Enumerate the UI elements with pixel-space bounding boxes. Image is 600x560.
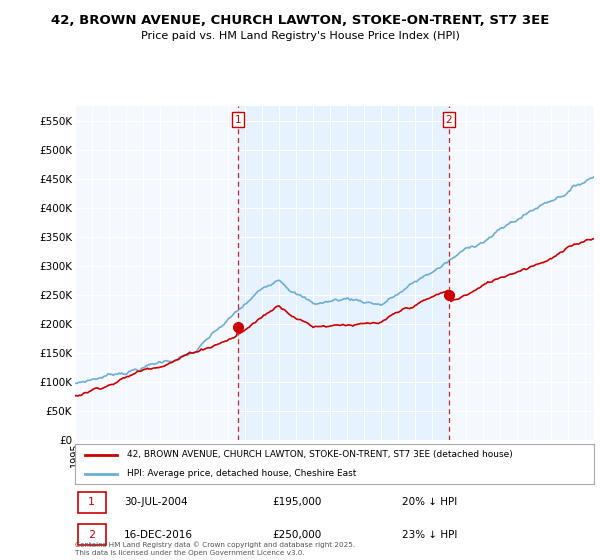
Text: 42, BROWN AVENUE, CHURCH LAWTON, STOKE-ON-TRENT, ST7 3EE: 42, BROWN AVENUE, CHURCH LAWTON, STOKE-O…	[51, 14, 549, 27]
Text: 1: 1	[235, 115, 241, 125]
FancyBboxPatch shape	[77, 492, 106, 513]
Text: 2: 2	[88, 530, 95, 539]
Text: HPI: Average price, detached house, Cheshire East: HPI: Average price, detached house, Ches…	[127, 469, 356, 478]
Text: 23% ↓ HPI: 23% ↓ HPI	[402, 530, 457, 539]
Text: £195,000: £195,000	[272, 497, 322, 507]
Bar	[238, 106, 449, 440]
Text: 20% ↓ HPI: 20% ↓ HPI	[402, 497, 457, 507]
Text: Contains HM Land Registry data © Crown copyright and database right 2025.
This d: Contains HM Land Registry data © Crown c…	[75, 541, 355, 556]
Text: 16-DEC-2016: 16-DEC-2016	[124, 530, 193, 539]
Text: Price paid vs. HM Land Registry's House Price Index (HPI): Price paid vs. HM Land Registry's House …	[140, 31, 460, 41]
Text: 42, BROWN AVENUE, CHURCH LAWTON, STOKE-ON-TRENT, ST7 3EE (detached house): 42, BROWN AVENUE, CHURCH LAWTON, STOKE-O…	[127, 450, 512, 459]
Text: 1: 1	[88, 497, 95, 507]
FancyBboxPatch shape	[77, 524, 106, 545]
Text: 2: 2	[445, 115, 452, 125]
Text: £250,000: £250,000	[272, 530, 322, 539]
Text: 30-JUL-2004: 30-JUL-2004	[124, 497, 188, 507]
